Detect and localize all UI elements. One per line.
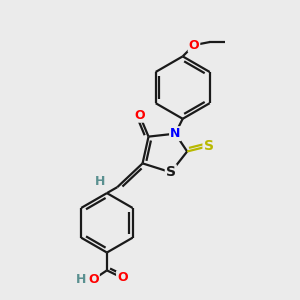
Text: S: S [166, 165, 176, 179]
Text: H: H [76, 273, 86, 286]
Text: O: O [117, 271, 128, 284]
Text: H: H [95, 175, 105, 188]
Text: O: O [189, 39, 199, 52]
Text: O: O [134, 109, 145, 122]
Text: N: N [170, 127, 181, 140]
Text: O: O [88, 273, 99, 286]
Text: S: S [204, 139, 214, 153]
